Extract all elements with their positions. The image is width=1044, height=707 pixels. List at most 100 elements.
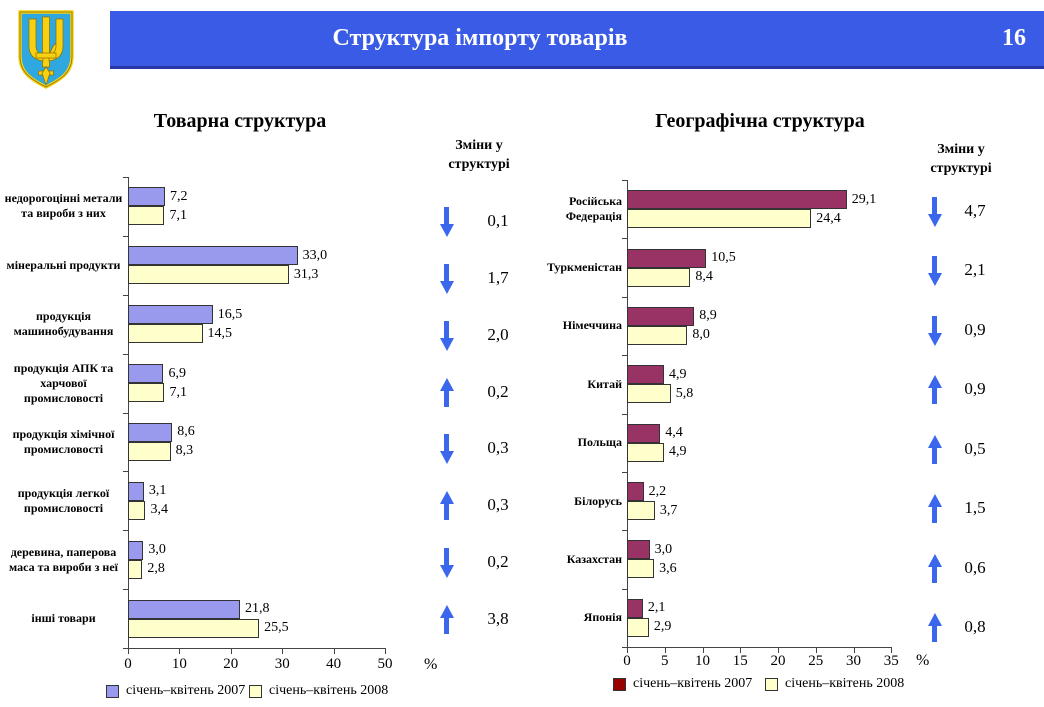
x-axis-tick — [333, 648, 335, 654]
category-label: продукція АПК та харчової промисловості — [13, 360, 114, 405]
x-axis-tick — [740, 647, 742, 653]
bar-value-label: 25,5 — [264, 620, 289, 636]
bar-2007 — [627, 540, 650, 560]
x-axis-tick — [282, 648, 284, 654]
bar-2007 — [128, 599, 241, 619]
category-label: продукція хімічної промисловості — [12, 426, 115, 456]
change-arrow-down-icon — [440, 548, 454, 579]
x-axis — [627, 647, 892, 648]
bar-value-label: 3,0 — [654, 541, 673, 557]
page-title: Структура імпорту товарів — [332, 25, 628, 51]
bar-2008 — [128, 618, 260, 638]
legend-label: січень–квітень 2007 — [126, 683, 246, 698]
change-value: 0,1 — [487, 211, 509, 230]
title-bar-edge — [110, 66, 1044, 69]
change-value: 0,3 — [487, 495, 509, 515]
change-arrow-up-icon — [928, 494, 942, 524]
change-value: 0,3 — [487, 438, 509, 458]
x-axis-tick — [853, 647, 855, 653]
x-axis-tick — [230, 648, 232, 654]
bar-2007 — [128, 187, 165, 207]
y-axis-tick — [123, 412, 129, 414]
bar-2008 — [128, 441, 171, 461]
bar-value-label: 24,4 — [816, 210, 841, 226]
change-arrow-down-icon — [440, 434, 454, 465]
axis-tick-label: 25 — [808, 653, 824, 669]
y-axis-tick — [622, 180, 628, 181]
bar-2008 — [627, 617, 649, 637]
legend-swatch-2007-icon — [613, 678, 626, 691]
bar-2008 — [627, 209, 812, 229]
legend-swatch-2008-icon — [249, 685, 262, 698]
change-arrow-down-icon — [440, 263, 454, 294]
category-label: Російська Федерація — [565, 194, 622, 224]
category-label: Туркменістан — [546, 260, 622, 275]
axis-tick-label: 50 — [377, 656, 393, 672]
change-arrow-up-icon — [928, 375, 942, 405]
change-arrow-up-icon — [928, 613, 942, 643]
page-number: 16 — [1002, 25, 1026, 51]
bar-value-label: 2,1 — [647, 600, 666, 616]
change-value: 2,0 — [487, 324, 509, 344]
change-value: 0,6 — [964, 557, 986, 577]
change-value: 2,1 — [964, 260, 986, 280]
change-value: 0,2 — [487, 552, 509, 572]
bar-value-label: 29,1 — [851, 191, 877, 207]
bar-value-label: 8,9 — [699, 308, 717, 324]
change-value: 0,9 — [964, 319, 986, 339]
category-label: Китай — [587, 376, 622, 391]
bar-2007 — [128, 246, 298, 266]
bar-2007 — [627, 365, 664, 385]
category-label: недорогоцінні метали та вироби з них — [4, 191, 123, 221]
category-label: Японія — [583, 610, 622, 625]
category-label: Білорусь — [574, 493, 622, 508]
change-arrow-down-icon — [440, 207, 454, 237]
legend-swatch-2007-icon — [106, 685, 119, 698]
y-axis-tick — [622, 647, 628, 648]
change-arrow-down-icon — [928, 315, 942, 346]
bar-2008 — [128, 383, 165, 403]
changes-header-geo: Зміни у структурі — [930, 142, 992, 176]
x-axis-tick — [702, 647, 704, 653]
y-axis-tick — [622, 471, 628, 473]
category-label: Казахстан — [566, 551, 622, 566]
bar-value-label: 6,9 — [168, 365, 186, 381]
bar-2008 — [128, 500, 146, 520]
bar-value-label: 7,1 — [169, 384, 187, 400]
category-label: інші товари — [31, 611, 96, 626]
bar-2008 — [128, 324, 203, 344]
y-axis-tick — [123, 177, 129, 178]
category-label: продукція машинобудування — [13, 309, 114, 339]
bar-value-label: 4,9 — [668, 366, 687, 382]
y-axis-tick — [123, 294, 129, 296]
bar-2008 — [128, 559, 143, 579]
category-label: продукція легкої промисловості — [17, 485, 110, 515]
title-bar: Структура імпорту товарів 16 — [110, 11, 1044, 69]
y-axis-tick — [622, 355, 628, 357]
bar-2008 — [128, 206, 165, 226]
bar-value-label: 31,3 — [293, 266, 319, 282]
change-arrow-down-icon — [928, 256, 942, 287]
axis-tick-label: 10 — [171, 656, 187, 672]
x-axis-tick — [778, 647, 779, 653]
change-arrow-up-icon — [440, 605, 454, 635]
bar-value-label: 3,4 — [150, 502, 168, 518]
change-value: 0,9 — [964, 379, 986, 399]
bar-2008 — [627, 325, 688, 345]
bar-2008 — [627, 442, 664, 462]
axis-tick-label: 20 — [770, 653, 786, 669]
change-value: 1,5 — [964, 498, 986, 518]
ukraine-coat-of-arms-icon — [6, 0, 86, 98]
chart-title-geo: Географічна структура — [655, 110, 865, 132]
axis-tick-label: 20 — [223, 656, 239, 672]
change-value: 0,2 — [487, 381, 509, 401]
trident-shield-graphic — [18, 10, 74, 89]
bar-2007 — [627, 306, 695, 326]
x-axis-tick — [664, 647, 666, 653]
bar-2008 — [627, 559, 655, 579]
x-axis-tick — [385, 648, 386, 654]
bar-value-label: 4,4 — [665, 425, 683, 441]
bar-value-label: 8,4 — [695, 269, 713, 285]
change-arrow-down-icon — [928, 197, 942, 227]
